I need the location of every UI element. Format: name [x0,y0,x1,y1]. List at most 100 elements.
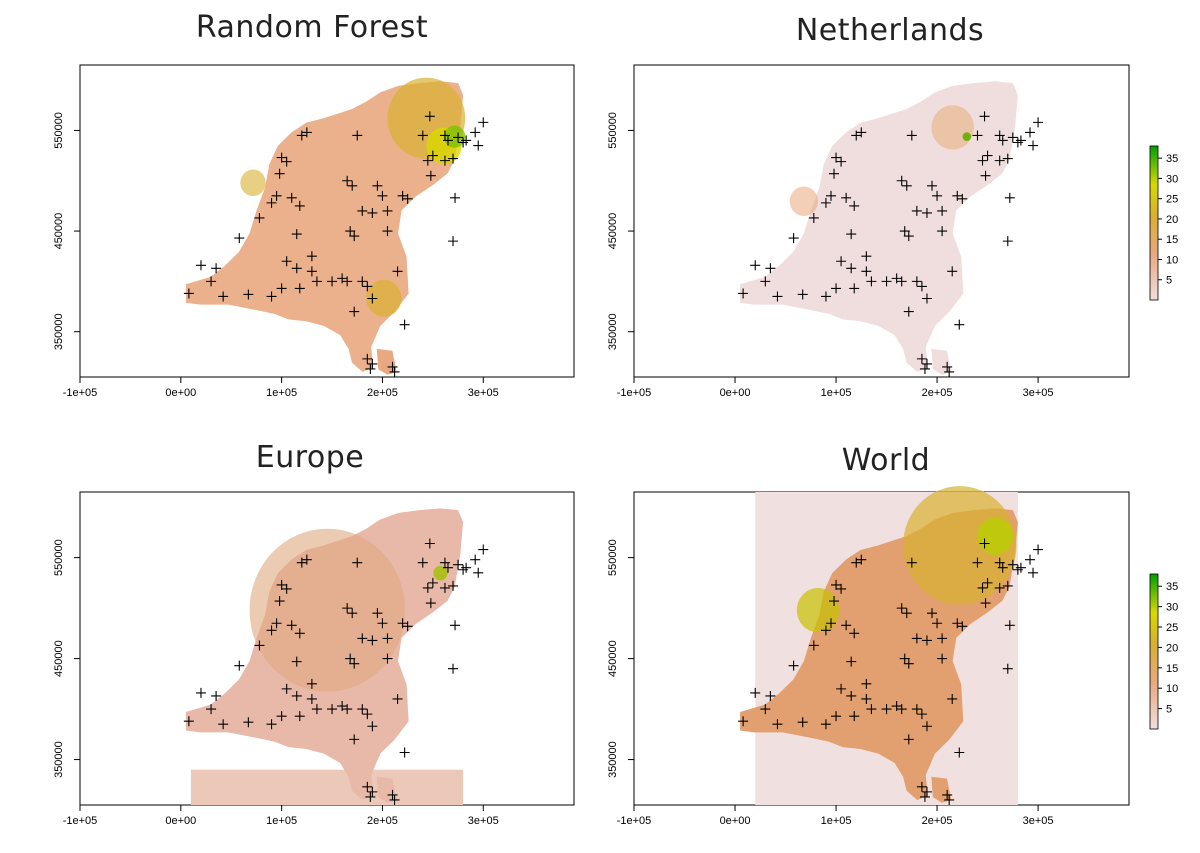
observation-point [921,207,932,218]
observation-point [980,170,991,181]
observation-point [836,583,847,594]
observation-point [906,557,917,568]
observation-point [772,719,783,730]
x-tick-label: 3e+05 [468,815,499,827]
observation-point [382,653,393,664]
observation-point [831,152,842,163]
observation-point [425,598,436,609]
x-tick-label: 1e+05 [266,815,297,827]
observation-point [829,168,840,179]
observation-point [980,598,991,609]
map-panel-nl: -1e+05 0e+00 1e+05 2e+05 3e+0535000045000055… [607,64,1178,399]
legend-tick-label: 30 [1166,602,1178,614]
y-tick-label: 350000 [607,741,619,778]
observation-point [372,180,383,191]
observation-point [234,660,245,671]
observation-point [849,711,860,722]
observation-point [382,226,393,237]
observation-point [1012,137,1023,148]
raster-extent [190,769,464,805]
legend-tick-label: 10 [1166,254,1178,266]
legend-tick-label: 25 [1166,622,1178,634]
observation-point [337,701,348,712]
observation-point [470,127,481,138]
observation-point [450,620,461,631]
observation-point [425,170,436,181]
legend-tick-label: 20 [1166,214,1178,226]
observation-point [342,603,353,614]
panel-title-europe: Europe [255,440,365,475]
observation-point [327,276,338,287]
observation-point [266,625,277,636]
observation-point [942,361,953,372]
observation-point [291,656,302,667]
observation-point [760,704,771,715]
observation-point [825,618,836,629]
observation-point [932,190,943,201]
observation-point [422,582,433,593]
observation-point [820,719,831,730]
y-tick-label: 350000 [607,313,619,350]
x-tick-label: -1e+05 [63,387,98,399]
observation-point [1002,663,1013,674]
observation-point [382,633,393,644]
observation-point [382,205,393,216]
observation-point [954,747,965,758]
x-tick-label: 2e+05 [367,815,398,827]
observation-points [183,538,489,805]
observation-point [448,153,459,164]
observation-point [402,621,413,632]
observation-point [919,791,930,802]
observation-point [442,135,453,146]
observation-point [1002,153,1013,164]
observation-point [387,789,398,800]
observation-point [944,794,955,805]
observation-point [1004,620,1015,631]
observation-point [424,111,435,122]
observation-point [906,130,917,141]
observation-point [916,709,927,720]
observation-point [367,293,378,304]
observation-point [937,653,948,664]
observation-point [952,618,963,629]
observation-point [916,781,927,792]
observation-point [881,704,892,715]
observation-point [788,660,799,671]
observation-point [896,603,907,614]
observation-point [372,608,383,619]
observation-point [846,656,857,667]
observation-point [448,580,459,591]
observation-point [397,190,408,201]
observation-point [281,583,292,594]
country-raster [185,77,466,375]
observation-point [470,554,481,565]
observation-point [276,152,287,163]
observation-point [765,263,776,274]
observation-point [195,260,206,271]
observation-point [294,200,305,211]
observation-point [911,704,922,715]
x-tick-label: 0e+00 [720,815,751,827]
observation-point [788,233,799,244]
observation-point [881,276,892,287]
observation-point [367,635,378,646]
observation-point [342,704,353,715]
observation-point [243,289,254,300]
observation-point [836,256,847,267]
observation-point [266,719,277,730]
observation-point [1025,127,1035,138]
legend-tick-label: 15 [1166,663,1178,675]
observation-point [345,226,356,237]
observation-point [856,127,867,138]
panel-title-random-forest: Random Forest [195,10,429,45]
observation-point [417,557,428,568]
observation-point [836,156,847,167]
observation-point [1007,559,1018,570]
observation-point [311,704,322,715]
x-tick-label: -1e+05 [63,815,98,827]
observation-point [891,273,902,284]
observation-point [921,635,932,646]
observation-point [367,207,378,218]
observation-point [1002,580,1013,591]
observation-point [896,704,907,715]
